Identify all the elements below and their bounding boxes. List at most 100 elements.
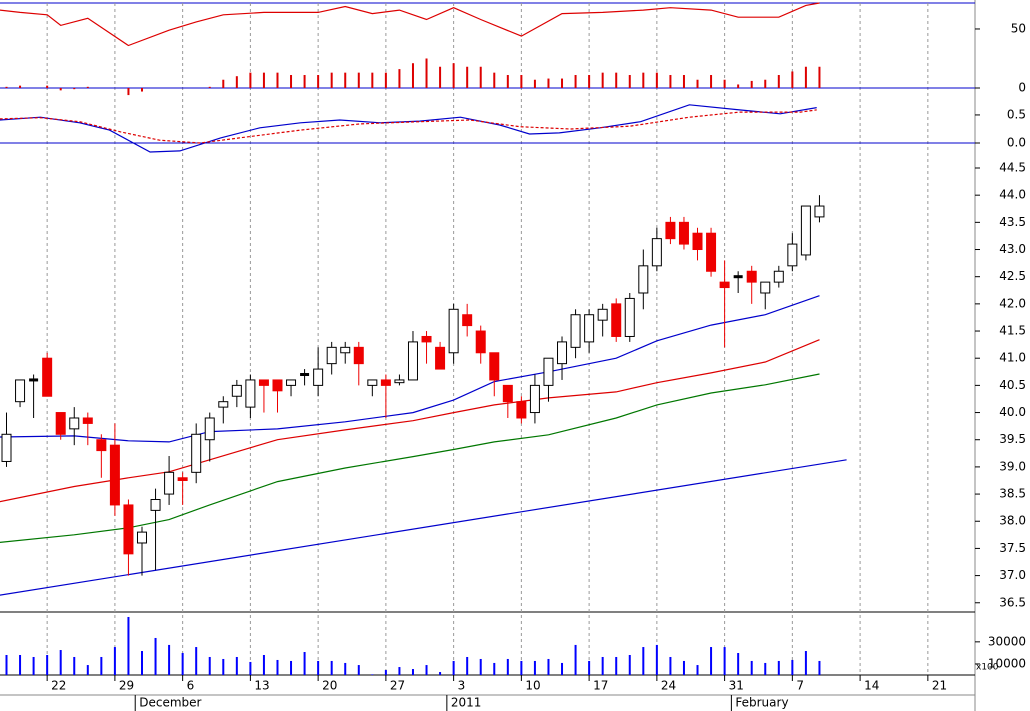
line: [0, 459, 847, 596]
candle-body: [164, 471, 175, 495]
month-label: 2011: [451, 696, 482, 710]
candle-body: [286, 379, 297, 386]
histogram-bar: [669, 75, 672, 88]
candle-body: [218, 401, 229, 408]
y-tick-label: 42.0: [999, 296, 1026, 310]
volume-bar: [262, 654, 265, 675]
histogram-bar: [777, 75, 780, 88]
candle-body: [96, 439, 107, 452]
histogram-bar: [303, 75, 306, 88]
histogram-bar: [439, 66, 442, 88]
histogram-bar: [46, 85, 49, 88]
line: [0, 109, 817, 144]
candle-body: [191, 433, 202, 473]
y-tick-label: 38.0: [999, 514, 1026, 528]
candle-body: [407, 341, 418, 381]
x-tick-label: 31: [729, 679, 744, 693]
volume-bar: [411, 669, 414, 675]
candle-body: [638, 265, 649, 294]
volume-bar: [276, 659, 279, 675]
candle-body: [204, 417, 215, 441]
histogram-bar: [73, 88, 76, 90]
volume-bar: [303, 652, 306, 675]
histogram-bar: [655, 72, 658, 88]
candle-body: [706, 232, 717, 272]
histogram-bar: [588, 75, 591, 88]
histogram-bar: [235, 76, 238, 88]
volume-bar: [479, 658, 482, 675]
y-tick-label: 40.0: [999, 405, 1026, 419]
x-tick-label: 6: [187, 679, 195, 693]
volume-bar: [235, 656, 238, 675]
month-label: December: [139, 696, 201, 710]
histogram-bar: [140, 88, 143, 92]
histogram-bar: [710, 75, 713, 88]
volume-bar: [669, 656, 672, 675]
candle-body: [313, 368, 324, 386]
x-tick-label: 17: [593, 679, 608, 693]
volume-bar: [777, 660, 780, 675]
histogram-bar: [750, 80, 753, 88]
line: [0, 339, 820, 503]
x-tick-label: 14: [864, 679, 879, 693]
volume-bar: [5, 654, 8, 675]
histogram-bar: [262, 72, 265, 88]
candle-body: [773, 270, 784, 283]
candle-body: [1, 433, 12, 462]
volume-bar: [588, 660, 591, 675]
candle-body: [692, 232, 703, 251]
candle-body: [678, 221, 689, 245]
y-tick-label: 37.5: [999, 541, 1026, 555]
histogram-bar: [398, 69, 401, 88]
volume-bar: [384, 670, 387, 675]
line: [0, 104, 817, 153]
volume-bar: [208, 656, 211, 675]
histogram-bar: [737, 84, 740, 88]
volume-bar: [520, 660, 523, 675]
y-tick-label: 36.5: [999, 595, 1026, 609]
volume-bar: [452, 660, 455, 675]
candle-body: [814, 205, 825, 218]
histogram-bar: [615, 72, 618, 88]
histogram-bar: [682, 75, 685, 88]
volume-bar: [723, 647, 726, 675]
volume-bar: [371, 674, 374, 675]
y-tick-label: 38.5: [999, 487, 1026, 501]
candle-body: [529, 384, 540, 414]
y-tick-label: 42.5: [999, 269, 1026, 283]
candle-body: [326, 346, 337, 365]
histogram-bar: [520, 75, 523, 88]
volume-bar: [140, 651, 143, 675]
candle-body: [82, 417, 93, 424]
y-tick-label: 39.5: [999, 432, 1026, 446]
histogram-bar: [818, 66, 821, 88]
x-tick-label: 22: [51, 679, 66, 693]
candle-body: [489, 352, 500, 381]
volume-bar: [601, 656, 604, 675]
candle-body: [421, 335, 432, 343]
x-tick-label: 3: [458, 679, 466, 693]
candle-body: [55, 412, 66, 435]
y-tick-label: 41.5: [999, 324, 1026, 338]
x-tick-label: 29: [119, 679, 134, 693]
volume-bar: [655, 644, 658, 675]
candle-body: [665, 221, 676, 240]
candle-body: [800, 205, 811, 256]
candle-body: [272, 379, 283, 392]
histogram-bar: [330, 72, 333, 88]
volume-bar: [439, 672, 442, 675]
y-tick-label: 43.0: [999, 242, 1026, 256]
volume-bar: [249, 661, 252, 675]
volume-bar: [46, 654, 49, 675]
volume-bar: [642, 647, 645, 675]
volume-bar: [195, 647, 198, 675]
y-tick-label: 41.0: [999, 351, 1026, 365]
candle-body: [448, 308, 459, 354]
y-tick-label: 40.5: [999, 378, 1026, 392]
volume-bar: [59, 650, 62, 675]
volume-bar: [466, 656, 469, 675]
candle-body: [29, 378, 39, 382]
x-tick-label: 27: [390, 679, 405, 693]
